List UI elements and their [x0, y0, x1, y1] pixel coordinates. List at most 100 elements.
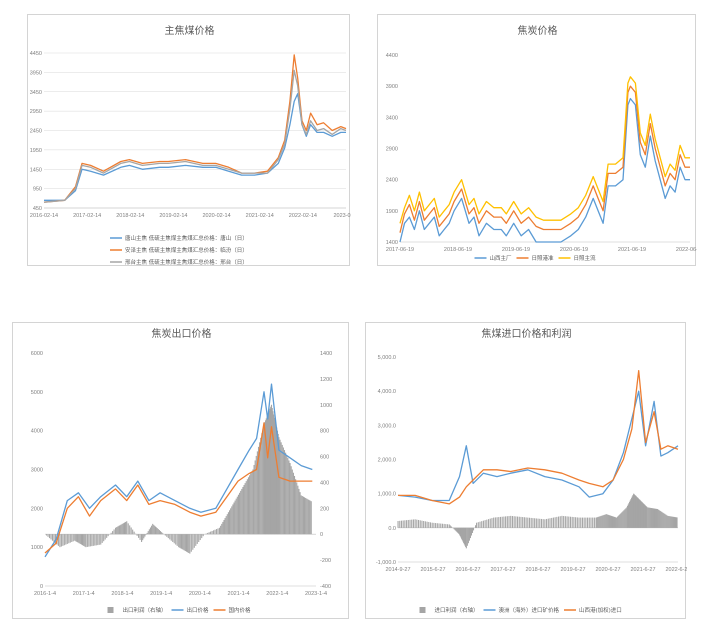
profit-bar — [75, 534, 77, 542]
profit-bar — [65, 534, 67, 545]
profit-bar — [479, 521, 481, 528]
profit-bar — [199, 534, 201, 541]
profit-bar — [290, 466, 292, 535]
profit-bar — [510, 515, 512, 528]
profit-bar — [207, 532, 209, 535]
profit-bar — [575, 517, 577, 528]
profit-bar — [489, 518, 491, 528]
y-tick-label: 1000 — [31, 545, 43, 551]
series-line — [43, 54, 347, 203]
profit-bar — [622, 511, 624, 528]
profit-bar — [476, 522, 478, 528]
profit-bar — [652, 508, 655, 528]
y-tick-label: 1400 — [386, 240, 398, 246]
profit-bar — [503, 516, 505, 528]
profit-bar — [307, 499, 309, 535]
x-tick-label: 2022-6-27 — [665, 567, 687, 573]
profit-bar — [71, 534, 73, 542]
profit-bar — [517, 516, 519, 528]
profit-bar — [309, 500, 311, 535]
profit-bar — [112, 531, 114, 535]
profit-bar — [568, 516, 570, 528]
profit-bar — [454, 527, 456, 531]
profit-bar — [409, 519, 411, 528]
profit-bar — [162, 533, 164, 535]
profit-bar — [456, 527, 459, 533]
chart-coke-price: 焦炭价格 1400 1900 2400 2900 3400 3900 4400 2017-06-… — [386, 24, 697, 262]
profit-bar — [501, 516, 503, 528]
profit-bar — [659, 510, 661, 528]
profit-bar — [293, 475, 296, 535]
chart-title: 焦炭出口价格 — [152, 327, 212, 340]
profit-bar — [275, 424, 277, 535]
profit-bar — [185, 534, 188, 552]
profit-bar — [412, 519, 414, 528]
profit-bar — [135, 533, 137, 535]
profit-bar — [436, 523, 438, 528]
profit-bar — [628, 503, 630, 528]
profit-bar — [676, 517, 678, 528]
profit-bar — [250, 473, 252, 535]
profit-bar — [149, 527, 152, 535]
y-tick-label: 2,000.0 — [378, 458, 396, 464]
profit-bar — [161, 532, 163, 535]
series-line — [43, 69, 347, 203]
x-tick-label: 2019-1-4 — [150, 591, 172, 597]
profit-bar — [496, 517, 498, 528]
x-tick-label: 2016-02-14 — [30, 213, 58, 219]
profit-bar — [195, 534, 197, 546]
x-tick-label: 2016-6-27 — [455, 567, 480, 573]
profit-bar — [467, 527, 469, 544]
profit-bar — [119, 525, 121, 535]
profit-bar — [593, 517, 595, 528]
profit-bar — [145, 534, 147, 535]
profit-bar — [601, 515, 603, 528]
profit-bar — [466, 527, 468, 546]
profit-bar — [465, 527, 467, 549]
profit-bar — [499, 516, 502, 528]
profit-bar — [675, 517, 677, 528]
profit-bar — [443, 523, 445, 528]
profit-bar — [94, 534, 96, 546]
profit-bar — [597, 516, 599, 528]
profit-bar — [176, 534, 178, 546]
profit-bar — [417, 519, 420, 528]
profit-bar — [600, 515, 602, 528]
profit-bar — [78, 534, 80, 544]
y-tick-label: 2400 — [386, 178, 398, 184]
profit-bar — [573, 517, 575, 528]
x-tick-label: 2017-02-14 — [73, 213, 101, 219]
profit-bar — [308, 499, 310, 535]
profit-bar — [452, 527, 454, 529]
profit-bar — [173, 534, 175, 544]
profit-bar — [428, 522, 430, 528]
profit-bar — [142, 534, 144, 541]
series-line — [399, 76, 690, 224]
profit-bar — [617, 516, 619, 528]
x-tick-label: 2018-02-14 — [116, 213, 144, 219]
profit-bar — [453, 527, 455, 530]
profit-bar — [143, 534, 145, 539]
profit-bar — [47, 534, 49, 537]
profit-bar — [72, 534, 74, 542]
profit-bar — [266, 416, 268, 535]
legend-label: 日照港准 — [532, 254, 555, 262]
profit-bar — [528, 517, 531, 528]
profit-bar — [441, 523, 443, 528]
profit-bar — [672, 516, 674, 528]
profit-bar — [120, 524, 122, 535]
profit-bar — [637, 498, 639, 528]
y-tick-label: 3950 — [30, 70, 42, 76]
profit-bar — [244, 483, 246, 535]
profit-bar — [634, 495, 636, 528]
profit-bar — [585, 517, 587, 528]
profit-bar — [305, 497, 307, 535]
profit-bar — [477, 522, 479, 528]
profit-bar — [416, 519, 418, 528]
profit-bar — [525, 517, 527, 528]
x-tick-label: 2022-1-4 — [266, 591, 288, 597]
profit-bar — [301, 496, 303, 535]
series-line — [398, 370, 679, 505]
profit-bar — [649, 507, 651, 528]
profit-bar — [188, 534, 190, 553]
